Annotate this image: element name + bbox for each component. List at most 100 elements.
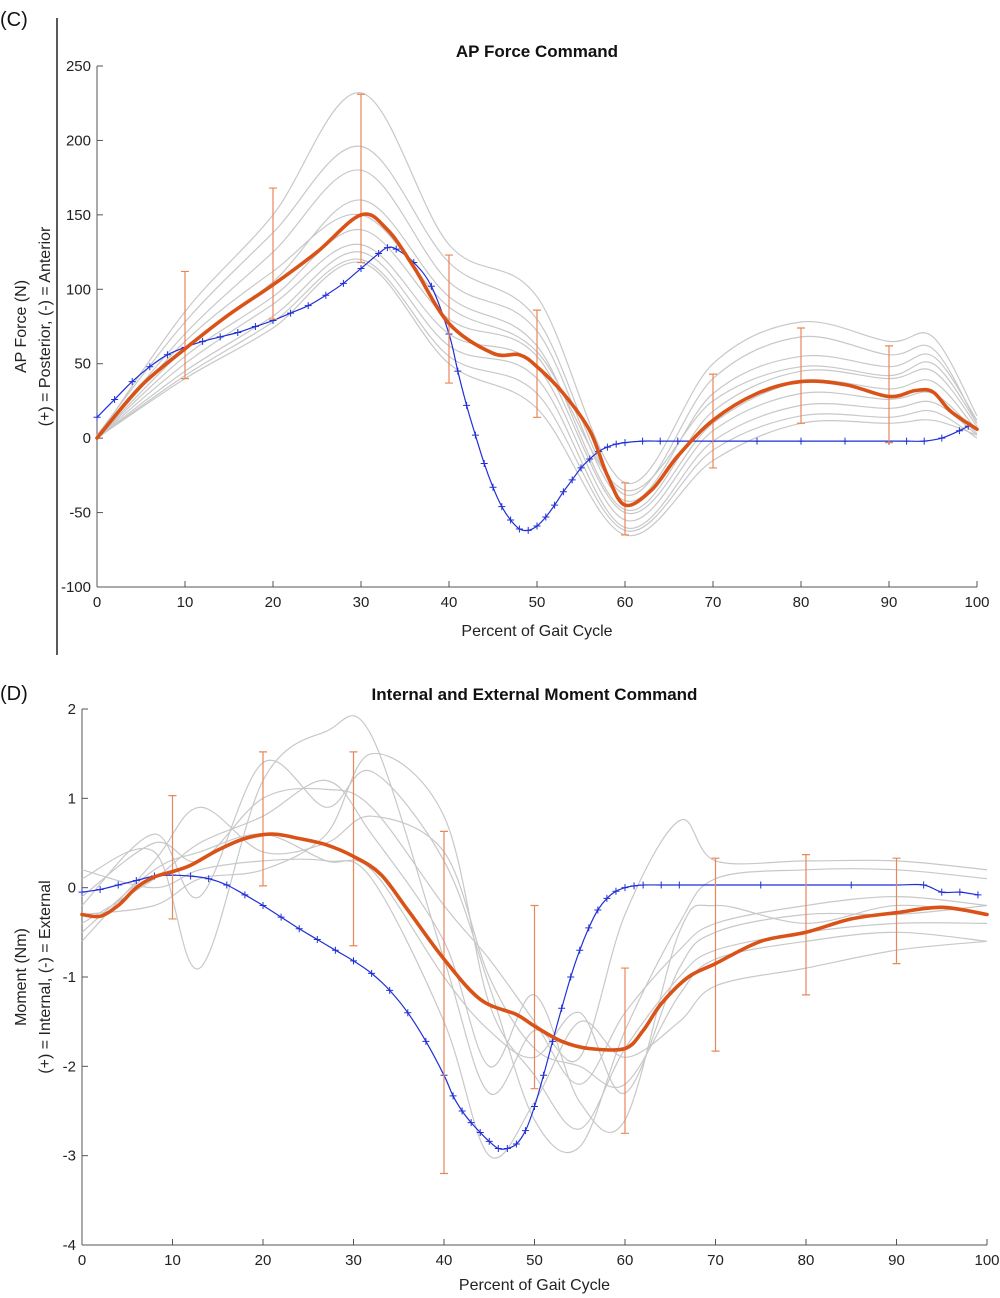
x-tick-label: 60	[617, 1252, 634, 1269]
command-point	[753, 437, 761, 445]
chart-title: Internal and External Moment Command	[372, 685, 698, 704]
command-point	[531, 1103, 538, 1111]
command-point	[489, 483, 497, 491]
y-tick-label: 1	[68, 790, 76, 807]
individual-trial-line	[96, 92, 978, 485]
x-axis-label: Percent of Gait Cycle	[459, 1277, 610, 1294]
command-point	[558, 1004, 566, 1012]
command-point	[551, 501, 559, 509]
ap-force-panel: (C) AP Force Command 0 10 20 30 40 50 60 70 80 90 10…	[0, 9, 990, 655]
error-bar	[530, 904, 539, 1090]
command-point	[304, 302, 312, 310]
error-bar	[259, 751, 267, 887]
command-point	[96, 885, 104, 893]
command-point	[639, 437, 647, 445]
command-point	[111, 395, 119, 403]
command-point	[621, 884, 629, 892]
y-axis-label: AP Force (N)	[13, 280, 30, 373]
command-point	[223, 881, 231, 889]
command-point	[251, 323, 259, 330]
x-axis-label: Percent of Gait Cycle	[461, 623, 612, 640]
x-tick-label: 20	[255, 1252, 272, 1269]
command-point	[93, 413, 101, 421]
command-point	[603, 894, 611, 902]
x-tick-label: 0	[93, 594, 101, 611]
command-point	[515, 525, 523, 533]
error-bar	[711, 857, 720, 1052]
command-point	[503, 1145, 511, 1153]
individual-trial-line	[81, 759, 988, 1154]
panel-label: (C)	[0, 9, 28, 31]
individual-trial-line	[96, 229, 978, 515]
command-point	[974, 891, 982, 899]
command-point	[675, 881, 683, 889]
error-bar	[181, 270, 189, 380]
command-point	[542, 513, 550, 521]
command-point	[458, 1107, 466, 1115]
x-tick-label: 90	[888, 1252, 905, 1269]
x-tick-label: 10	[164, 1252, 181, 1269]
mean-line	[95, 212, 979, 508]
command-point	[938, 434, 946, 442]
x-tick-label: 10	[177, 594, 194, 611]
command-point	[540, 1071, 548, 1079]
command-point	[339, 279, 347, 287]
individual-trial-line	[81, 806, 988, 1088]
error-bar	[357, 93, 365, 264]
command-point	[357, 264, 365, 272]
command-point	[295, 925, 303, 933]
error-bar	[533, 309, 541, 418]
y-tick-label: 150	[66, 207, 91, 224]
command-point	[463, 401, 471, 409]
command-point	[163, 351, 171, 359]
x-tick-label: 0	[78, 1252, 86, 1269]
command-point	[128, 378, 136, 386]
command-point	[114, 881, 122, 889]
x-tick-label: 30	[345, 1252, 362, 1269]
command-point	[841, 437, 849, 445]
individual-trial-line	[96, 251, 978, 530]
command-point	[216, 333, 224, 341]
individual-trial-line	[96, 169, 978, 502]
error-bar	[885, 345, 893, 444]
individual-trial-line	[81, 787, 988, 1085]
y-axis-label: (+) = Internal, (-) = External	[37, 880, 54, 1073]
y-tick-label: 0	[83, 430, 91, 447]
command-point	[368, 969, 376, 977]
error-bar	[802, 854, 810, 996]
command-point	[485, 1137, 493, 1145]
command-point	[594, 906, 602, 914]
individual-trial-line	[81, 752, 988, 1130]
command-point	[938, 888, 946, 896]
x-tick-label: 40	[436, 1252, 453, 1269]
individual-trial-line	[96, 258, 978, 532]
command-point	[331, 946, 339, 954]
command-point	[630, 882, 638, 890]
command-point	[386, 986, 394, 994]
command-point	[955, 427, 963, 435]
command-point	[586, 455, 594, 463]
command-point	[559, 488, 567, 496]
y-tick-label: -2	[63, 1058, 76, 1075]
x-tick-label: 40	[441, 594, 458, 611]
y-tick-label: 100	[66, 281, 91, 298]
command-point	[234, 328, 242, 336]
y-tick-label: 200	[66, 132, 91, 149]
x-tick-label: 100	[964, 594, 989, 611]
mean-line	[80, 832, 989, 1052]
command-point	[621, 439, 629, 447]
error-bar	[168, 795, 177, 920]
error-bar	[445, 254, 453, 384]
x-tick-label: 80	[798, 1252, 815, 1269]
y-tick-label: 0	[68, 880, 76, 897]
y-tick-label: -4	[63, 1237, 76, 1254]
command-point	[205, 875, 213, 883]
y-tick-label: -50	[69, 505, 91, 522]
y-axis-label: Moment (Nm)	[13, 928, 30, 1026]
command-line	[81, 874, 979, 1150]
error-bar	[621, 482, 629, 536]
x-tick-label: 70	[707, 1252, 724, 1269]
command-point	[471, 431, 479, 439]
y-tick-label: -100	[61, 579, 91, 596]
